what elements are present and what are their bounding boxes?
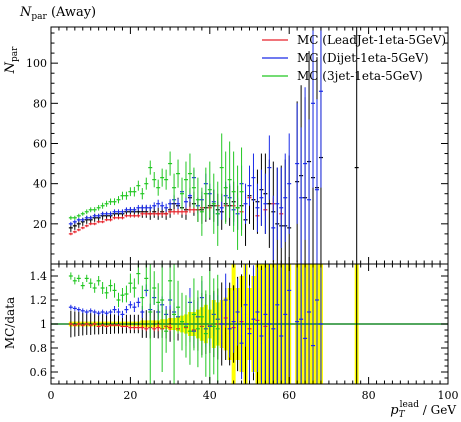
legend: MC (LeadJet-1eta-5GeV) MC (Dijet-1eta-5G… (262, 33, 446, 83)
y-tick-label: 80 (33, 97, 47, 110)
y-tick-label: 100 (26, 57, 47, 70)
axes: 20 40 60 80 100 0.6 0.8 1 1.2 1.4 0 20 40 60 80 100 (26, 26, 459, 402)
x-tick-label: 80 (362, 389, 376, 402)
legend-label-3jet: MC (3jet-1eta-5GeV) (297, 69, 423, 83)
chart-title: Npar (Away) (19, 5, 96, 22)
ratio-y-tick-label: 0.8 (30, 342, 48, 355)
chart-title-main: N (19, 5, 32, 20)
x-tick-label: 60 (282, 389, 296, 402)
x-tick-label: 100 (438, 389, 459, 402)
x-tick-label: 20 (123, 389, 137, 402)
x-axis-label-main: p (390, 403, 399, 418)
chart-title-sub: par (31, 12, 47, 22)
y-axis-label-sub: par (10, 46, 20, 62)
x-tick-label: 0 (48, 389, 55, 402)
ratio-y-tick-label: 1 (40, 318, 47, 331)
x-axis-label: pTlead / GeV (390, 400, 456, 420)
y-axis-label-main: N (3, 61, 18, 74)
x-axis-label-suffix: / GeV (419, 403, 456, 417)
x-axis-label-sup: lead (400, 400, 420, 410)
ratio-y-tick-label: 1.2 (30, 294, 48, 307)
ratio-panel (51, 264, 448, 384)
legend-label-dijet: MC (Dijet-1eta-5GeV) (297, 51, 429, 65)
x-axis-label-sub: T (399, 410, 406, 420)
y-axis-label: Npar (3, 46, 20, 75)
y-tick-label: 40 (33, 178, 47, 191)
y-tick-label: 60 (33, 137, 47, 150)
x-tick-label: 40 (203, 389, 217, 402)
y-tick-label: 20 (33, 218, 47, 231)
legend-label-leadjet: MC (LeadJet-1eta-5GeV) (297, 33, 446, 47)
main-panel (68, 27, 359, 264)
chart-title-suffix: (Away) (47, 5, 96, 20)
ratio-y-axis-label: MC/data (3, 297, 17, 349)
ratio-y-tick-label: 0.6 (30, 366, 48, 379)
ratio-y-tick-label: 1.4 (30, 270, 48, 283)
